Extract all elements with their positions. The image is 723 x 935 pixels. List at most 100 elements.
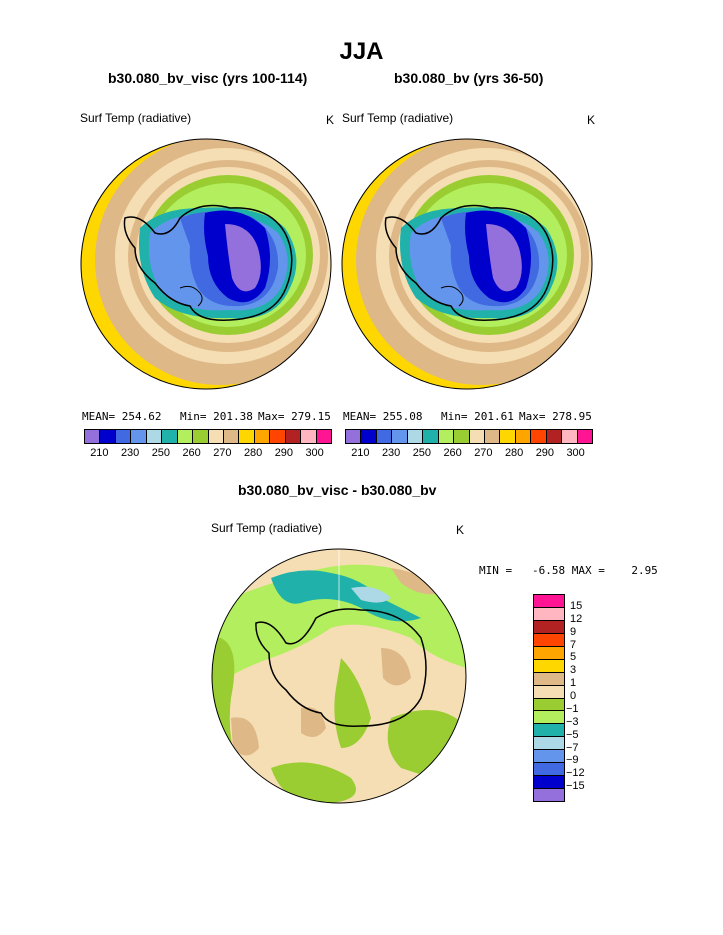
colorbar-swatch [531, 430, 547, 443]
panel1-colorbar [84, 429, 332, 444]
colorbar-tick-label: −1 [566, 702, 579, 715]
colorbar-swatch [361, 430, 377, 443]
colorbar-swatch [223, 430, 240, 443]
panel2-field-label: Surf Temp (radiative) [342, 111, 454, 125]
colorbar-tick-label: 280 [243, 447, 263, 459]
colorbar-tick-label: 260 [443, 447, 462, 459]
colorbar-tick-label: 280 [504, 447, 524, 459]
colorbar-swatch [577, 430, 592, 443]
colorbar-swatch [534, 776, 564, 790]
colorbar-swatch [208, 430, 224, 443]
colorbar-tick-label: −12 [566, 767, 585, 780]
colorbar-tick-label: 12 [570, 612, 583, 625]
panel1-polar-map [80, 138, 332, 390]
colorbar-tick-label: 9 [570, 625, 577, 638]
colorbar-swatch [438, 430, 455, 443]
colorbar-swatch [562, 430, 578, 443]
panel1-mean: MEAN= 254.62 [82, 410, 162, 423]
colorbar-tick-label: 250 [412, 447, 432, 459]
colorbar-swatch [115, 430, 132, 443]
colorbar-swatch [484, 430, 501, 443]
colorbar-tick-label: 210 [351, 447, 370, 459]
colorbar-swatch [469, 430, 485, 443]
diff-minmax: MIN = -6.58 MAX = 2.95 [479, 564, 658, 577]
colorbar-swatch [515, 430, 532, 443]
colorbar-tick-label: 3 [570, 664, 577, 677]
colorbar-swatch [270, 430, 286, 443]
panel1-units: K [326, 113, 335, 127]
panel2-polar-map [341, 138, 593, 390]
colorbar-tick-label: 15 [570, 599, 583, 612]
colorbar-swatch [301, 430, 317, 443]
colorbar-tick-label: 0 [570, 690, 577, 702]
colorbar-tick-label: −9 [566, 754, 579, 767]
colorbar-swatch [534, 789, 564, 801]
colorbar-swatch [392, 430, 408, 443]
colorbar-tick-label: −15 [566, 780, 585, 793]
colorbar-tick-label: 1 [570, 677, 577, 690]
colorbar-swatch [285, 430, 302, 443]
colorbar-swatch [454, 430, 470, 443]
diff-colorbar [533, 594, 565, 802]
colorbar-swatch [534, 607, 564, 621]
colorbar-swatch [193, 430, 209, 443]
colorbar-swatch [534, 620, 564, 634]
colorbar-swatch [316, 430, 331, 443]
panel2-min: Min= 201.61 [441, 410, 514, 423]
colorbar-swatch [177, 430, 194, 443]
colorbar-swatch [162, 430, 178, 443]
diff-subtitle: b30.080_bv_visc - b30.080_bv [238, 482, 437, 498]
panel1-field-label: Surf Temp (radiative) [80, 111, 192, 125]
colorbar-swatch [534, 672, 564, 686]
colorbar-tick-label: −7 [566, 741, 579, 754]
colorbar-swatch [534, 711, 564, 725]
colorbar-swatch [500, 430, 516, 443]
colorbar-swatch [131, 430, 147, 443]
panel1-min: Min= 201.38 [180, 410, 253, 423]
colorbar-swatch [534, 750, 564, 764]
colorbar-swatch [534, 633, 564, 647]
colorbar-tick-label: 250 [151, 447, 171, 459]
main-title: JJA [339, 38, 384, 65]
colorbar-tick-label: 290 [274, 447, 294, 459]
colorbar-swatch [346, 430, 362, 443]
colorbar-swatch [146, 430, 163, 443]
colorbar-tick-label: 230 [120, 447, 140, 459]
diff-polar-map [211, 548, 467, 804]
colorbar-tick-label: 260 [182, 447, 201, 459]
panel2-max: Max= 278.95 [519, 410, 592, 423]
panel2-colorbar [345, 429, 593, 444]
colorbar-tick-label: 300 [566, 447, 585, 459]
colorbar-swatch [239, 430, 255, 443]
colorbar-swatch [534, 659, 564, 673]
colorbar-tick-label: 290 [535, 447, 555, 459]
colorbar-tick-label: 270 [474, 447, 493, 459]
colorbar-swatch [423, 430, 439, 443]
colorbar-swatch [407, 430, 424, 443]
colorbar-swatch [534, 698, 564, 712]
colorbar-tick-label: 5 [570, 651, 577, 664]
panel2-subtitle: b30.080_bv (yrs 36-50) [394, 70, 544, 86]
panel1-subtitle: b30.080_bv_visc (yrs 100-114) [108, 70, 308, 86]
colorbar-swatch [534, 737, 564, 751]
colorbar-tick-label: 230 [381, 447, 401, 459]
panel1-max: Max= 279.15 [258, 410, 331, 423]
panel2-units: K [587, 113, 596, 127]
colorbar-swatch [100, 430, 116, 443]
panel2-mean: MEAN= 255.08 [343, 410, 423, 423]
diff-units: K [456, 523, 465, 537]
colorbar-swatch [546, 430, 563, 443]
colorbar-swatch [534, 724, 564, 738]
colorbar-tick-label: 300 [305, 447, 324, 459]
colorbar-tick-label: −5 [566, 728, 579, 741]
colorbar-tick-label: 270 [213, 447, 232, 459]
diff-field-label: Surf Temp (radiative) [211, 521, 323, 535]
colorbar-swatch [534, 646, 564, 660]
colorbar-tick-label: −3 [566, 715, 579, 728]
colorbar-swatch [534, 685, 564, 699]
colorbar-swatch [534, 595, 564, 608]
colorbar-swatch [376, 430, 393, 443]
colorbar-tick-label: 7 [570, 638, 577, 651]
colorbar-swatch [85, 430, 101, 443]
colorbar-tick-label: 210 [90, 447, 109, 459]
